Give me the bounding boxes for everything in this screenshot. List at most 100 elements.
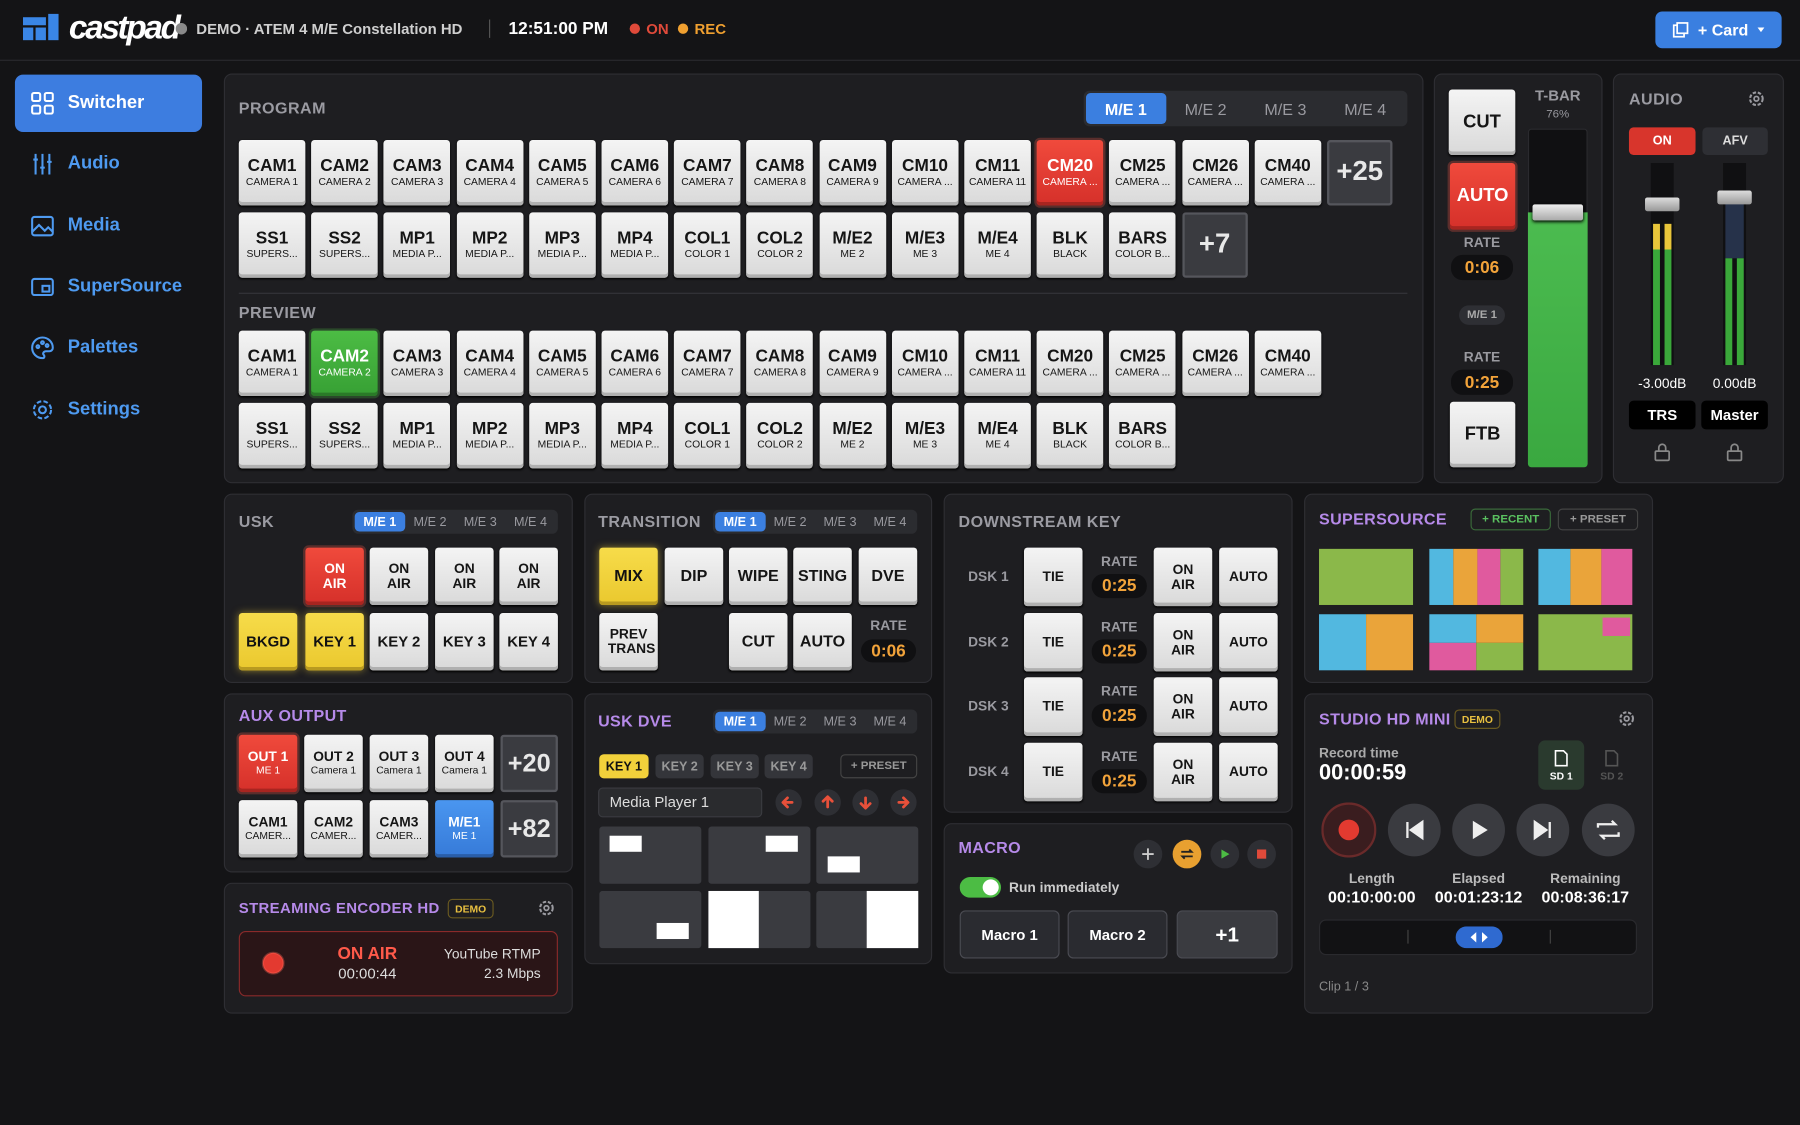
channel-name[interactable]: TRS — [1628, 400, 1696, 430]
source-button[interactable]: BLK BLACK — [1036, 402, 1104, 469]
auto-button[interactable]: AUTO — [793, 613, 852, 671]
lock-icon[interactable] — [1726, 443, 1743, 462]
supersource-layout[interactable] — [1319, 614, 1414, 671]
source-button[interactable]: CAM3 CAMERA 3 — [383, 140, 451, 206]
source-button[interactable]: CAM4 CAMERA 4 — [456, 330, 524, 397]
source-button[interactable]: MP4 MEDIA P... — [601, 212, 669, 278]
source-button[interactable]: MP1 MEDIA P... — [383, 212, 451, 278]
on-air-button[interactable]: ON AIR — [1153, 547, 1213, 607]
source-button[interactable]: BARS COLOR B... — [1109, 402, 1176, 469]
source-button[interactable]: COL1 COLOR 1 — [674, 402, 741, 469]
ftb-button[interactable]: FTB — [1449, 401, 1516, 468]
source-button[interactable]: M/E3 ME 3 — [891, 212, 959, 278]
transport-button[interactable] — [1515, 802, 1570, 857]
nav-item[interactable]: Audio — [67, 153, 120, 174]
sd-card[interactable]: SD 1 — [1538, 740, 1585, 790]
macro-control[interactable] — [1133, 839, 1163, 869]
source-button[interactable]: CAM1 CAMERA 1 — [238, 140, 306, 206]
preset-button[interactable]: + PRESET — [840, 754, 918, 779]
source-button[interactable]: CAM9 CAMERA 9 — [819, 140, 886, 206]
auto-button[interactable]: AUTO — [1449, 163, 1516, 230]
dve-preset[interactable] — [816, 826, 919, 884]
source-button[interactable]: BLK BLACK — [1036, 212, 1104, 278]
me-tab[interactable]: M/E 4 — [1344, 99, 1387, 118]
aux-output-button[interactable]: OUT 2 Camera 1 — [304, 734, 363, 793]
aux-source-button[interactable]: CAM3 CAMER... — [369, 800, 429, 858]
macro-button[interactable]: Macro 1 — [959, 910, 1060, 959]
dve-key-tab[interactable]: KEY 4 — [764, 754, 813, 779]
cut-button[interactable]: CUT — [1448, 89, 1516, 155]
auto-button[interactable]: AUTO — [1219, 677, 1278, 736]
position-arrow[interactable] — [852, 789, 880, 817]
source-button[interactable]: CM10 CAMERA ... — [891, 330, 959, 397]
source-button[interactable]: COL2 COLOR 2 — [746, 402, 814, 469]
macro-button[interactable]: +1 — [1176, 910, 1278, 959]
more-sources-button[interactable]: +25 — [1327, 140, 1393, 206]
source-button[interactable]: M/E3 ME 3 — [891, 402, 959, 469]
source-button[interactable]: CAM2 CAMERA 2 — [311, 140, 378, 206]
source-button[interactable]: CAM7 CAMERA 7 — [674, 330, 741, 397]
source-button[interactable]: CAM5 CAMERA 5 — [528, 140, 596, 206]
recent-button[interactable]: + RECENT — [1470, 508, 1551, 531]
settings-gear[interactable] — [1617, 709, 1635, 727]
source-button[interactable]: CAM8 CAMERA 8 — [746, 140, 814, 206]
position-arrow[interactable] — [890, 789, 918, 817]
source-button[interactable]: CM25 CAMERA ... — [1109, 140, 1176, 206]
macro-button[interactable]: Macro 2 — [1067, 910, 1168, 959]
settings-gear[interactable] — [537, 899, 555, 917]
transition-style-button[interactable]: WIPE — [728, 547, 788, 605]
add-card-button[interactable]: + Card — [1655, 11, 1782, 49]
source-button[interactable]: MP2 MEDIA P... — [456, 212, 524, 278]
fader-handle[interactable] — [1645, 197, 1680, 212]
dve-preset[interactable] — [599, 890, 702, 949]
me-tab[interactable]: M/E 1 — [715, 711, 766, 732]
aux-output-button[interactable]: OUT 4 Camera 1 — [435, 734, 494, 793]
source-button[interactable]: CAM3 CAMERA 3 — [383, 330, 451, 397]
more-button[interactable]: +82 — [500, 800, 558, 858]
source-button[interactable]: CM11 CAMERA 11 — [964, 140, 1031, 206]
supersource-layout[interactable] — [1319, 548, 1414, 605]
source-button[interactable]: SS1 SUPERS... — [238, 212, 306, 278]
nav-item[interactable]: Settings — [67, 399, 141, 420]
supersource-layout[interactable] — [1538, 614, 1633, 671]
me-tab[interactable]: M/E 3 — [1264, 99, 1307, 118]
supersource-layout[interactable] — [1429, 614, 1524, 671]
source-button[interactable]: MP1 MEDIA P... — [383, 402, 451, 469]
dve-preset[interactable] — [599, 826, 702, 884]
scrub-handle[interactable] — [1455, 926, 1503, 949]
run-toggle[interactable] — [959, 877, 1002, 898]
source-button[interactable]: SS1 SUPERS... — [238, 402, 306, 469]
tie-button[interactable]: TIE — [1023, 547, 1083, 607]
source-button[interactable]: CM40 CAMERA ... — [1254, 140, 1322, 206]
aux-source-button[interactable]: CAM2 CAMER... — [304, 800, 363, 858]
source-button[interactable]: SS2 SUPERS... — [311, 402, 378, 469]
key-button[interactable]: KEY 3 — [435, 613, 494, 671]
nav-item[interactable]: SuperSource — [67, 276, 183, 297]
source-button[interactable]: MP3 MEDIA P... — [528, 212, 596, 278]
transition-style-button[interactable]: DIP — [664, 547, 724, 605]
aux-output-button[interactable]: OUT 3 Camera 1 — [369, 734, 429, 793]
key-button[interactable]: KEY 2 — [369, 613, 429, 671]
me-tab[interactable]: M/E 2 — [413, 514, 447, 529]
macro-control[interactable] — [1210, 839, 1240, 869]
key-button[interactable]: KEY 4 — [499, 613, 558, 671]
source-button[interactable]: CM10 CAMERA ... — [891, 140, 959, 206]
on-air-button[interactable]: ON AIR — [435, 547, 494, 605]
aux-source-button[interactable]: CAM1 CAMER... — [238, 800, 298, 858]
transport-button[interactable] — [1581, 802, 1636, 857]
dve-key-tab[interactable]: KEY 2 — [655, 754, 704, 779]
me-tab[interactable]: M/E 3 — [823, 514, 857, 529]
lock-icon[interactable] — [1654, 443, 1670, 462]
dve-preset[interactable] — [708, 890, 811, 949]
source-button[interactable]: CAM6 CAMERA 6 — [601, 330, 669, 397]
source-button[interactable]: CAM4 CAMERA 4 — [456, 140, 524, 206]
me-tab[interactable]: M/E 4 — [873, 714, 907, 729]
sd-card[interactable]: SD 2 — [1589, 740, 1635, 789]
source-button[interactable]: CM25 CAMERA ... — [1109, 330, 1176, 397]
source-button[interactable]: M/E2 ME 2 — [819, 212, 886, 278]
auto-button[interactable]: AUTO — [1219, 742, 1278, 802]
me-tab[interactable]: M/E 1 — [354, 511, 405, 532]
source-button[interactable]: COL1 COLOR 1 — [674, 212, 741, 278]
source-button[interactable]: CAM6 CAMERA 6 — [601, 140, 669, 206]
preset-button[interactable]: + PRESET — [1557, 508, 1639, 531]
